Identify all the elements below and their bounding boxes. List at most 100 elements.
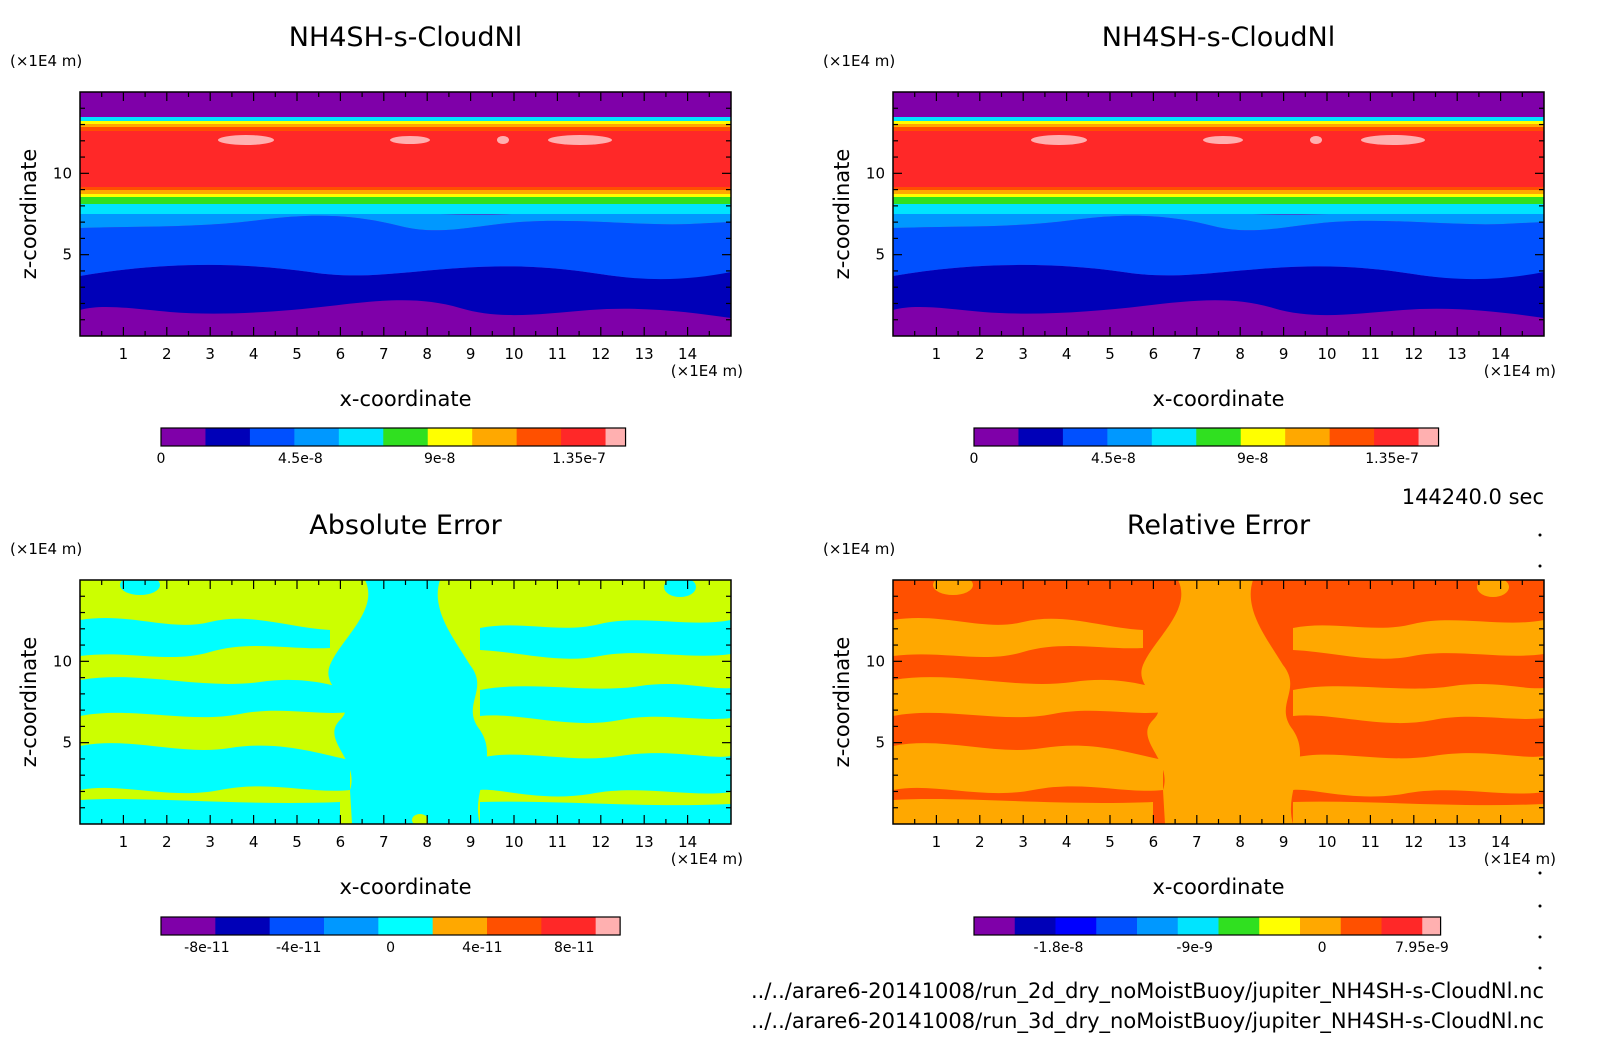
x-tick-label: 7 xyxy=(379,345,389,363)
colorbar-swatch xyxy=(1300,917,1342,935)
colorbar-swatch xyxy=(215,917,271,935)
colorbar-swatch xyxy=(432,917,488,935)
x-tick-label: 6 xyxy=(1149,833,1159,851)
colorbar-swatch xyxy=(1018,428,1064,446)
x-tick-label: 2 xyxy=(162,833,172,851)
colorbar-swatch xyxy=(1374,428,1420,446)
x-tick-label: 10 xyxy=(1317,345,1336,363)
y-tick-label: 5 xyxy=(875,246,885,264)
x-tick-label: 2 xyxy=(162,345,172,363)
x-tick-label: 12 xyxy=(1404,833,1423,851)
y-axis-label: z-coordinate xyxy=(17,637,41,768)
colorbar-swatch xyxy=(1014,917,1056,935)
margin-dot xyxy=(1538,966,1542,970)
x-tick-label: 8 xyxy=(422,833,432,851)
colorbar-tick-label: 0 xyxy=(386,940,395,956)
colorbar-tick-label: 9e-8 xyxy=(424,451,455,467)
x-tick-label: 13 xyxy=(1448,345,1467,363)
colorbar-swatch xyxy=(1055,917,1097,935)
colorbar-tick-label: 4.5e-8 xyxy=(1091,451,1136,467)
x-tick-label: 14 xyxy=(678,833,697,851)
colorbar-swatch xyxy=(1107,428,1153,446)
y-unit-label: (×1E4 m) xyxy=(10,52,82,70)
x-tick-label: 12 xyxy=(1404,345,1423,363)
colorbar-swatch xyxy=(1285,428,1331,446)
colorbar-swatch xyxy=(324,917,379,935)
y-tick-label: 10 xyxy=(53,164,72,182)
colorbar-swatch xyxy=(161,917,216,935)
colorbar-swatch xyxy=(269,917,325,935)
x-axis-label: x-coordinate xyxy=(339,387,471,411)
x-tick-label: 6 xyxy=(1149,345,1159,363)
colorbar-tick-label: 8e-11 xyxy=(554,940,594,956)
y-tick-label: 10 xyxy=(53,652,72,670)
x-tick-label: 3 xyxy=(1018,833,1028,851)
x-tick-label: 5 xyxy=(292,345,302,363)
colorbar-frame xyxy=(973,427,1440,447)
x-tick-label: 1 xyxy=(119,345,129,363)
x-tick-label: 7 xyxy=(379,833,389,851)
x-tick-label: 12 xyxy=(591,345,610,363)
x-tick-label: 13 xyxy=(635,345,654,363)
x-tick-label: 12 xyxy=(591,833,610,851)
colorbar-tick-label: 9e-8 xyxy=(1237,451,1268,467)
margin-dot xyxy=(1538,564,1542,568)
colorbar-swatch xyxy=(1137,917,1179,935)
colorbar-swatch xyxy=(1151,428,1197,446)
colorbar-swatch xyxy=(605,428,627,446)
x-unit-label: (×1E4 m) xyxy=(1484,850,1556,868)
x-tick-label: 10 xyxy=(504,833,523,851)
colorbar-swatch xyxy=(974,428,1019,446)
colorbar-swatch xyxy=(487,917,542,935)
colorbar-frame xyxy=(160,916,621,936)
colorbar-swatch xyxy=(1218,917,1260,935)
panel-bottom-left-field xyxy=(80,580,731,824)
x-tick-label: 10 xyxy=(1317,833,1336,851)
x-unit-label: (×1E4 m) xyxy=(1484,362,1556,380)
x-tick-label: 9 xyxy=(466,345,476,363)
x-tick-label: 14 xyxy=(678,345,697,363)
x-tick-label: 3 xyxy=(205,345,215,363)
x-tick-label: 1 xyxy=(932,345,942,363)
x-axis-label: x-coordinate xyxy=(1152,875,1284,899)
colorbar-swatch xyxy=(249,428,295,446)
colorbar-swatch xyxy=(516,428,562,446)
x-tick-label: 7 xyxy=(1192,345,1202,363)
y-tick-label: 5 xyxy=(62,734,72,752)
x-unit-label: (×1E4 m) xyxy=(671,850,743,868)
panel-bottom-right-field xyxy=(893,580,1544,824)
colorbar-swatch xyxy=(1177,917,1219,935)
margin-dot xyxy=(1538,533,1542,537)
colorbar-swatch xyxy=(1259,917,1301,935)
x-axis-label: x-coordinate xyxy=(1152,387,1284,411)
source-file-1: ../../arare6-20141008/run_2d_dry_noMoist… xyxy=(751,979,1544,1004)
x-tick-label: 5 xyxy=(1105,345,1115,363)
colorbar-swatch xyxy=(541,917,597,935)
colorbar-swatch xyxy=(1381,917,1423,935)
colorbar-swatch xyxy=(472,428,518,446)
colorbar-tick-label: 0 xyxy=(1318,940,1327,956)
y-axis-label: z-coordinate xyxy=(830,149,854,280)
x-tick-label: 6 xyxy=(336,345,346,363)
colorbar-swatch xyxy=(1340,917,1382,935)
x-tick-label: 4 xyxy=(249,345,259,363)
time-label: 144240.0 sec xyxy=(1402,485,1544,509)
colorbar-tick-label: -1.8e-8 xyxy=(1034,940,1084,956)
colorbar-swatch xyxy=(1096,917,1138,935)
panel-top-left-field xyxy=(80,92,731,336)
chart-title: NH4SH-s-CloudNl xyxy=(1102,22,1336,53)
x-tick-label: 4 xyxy=(1062,345,1072,363)
y-unit-label: (×1E4 m) xyxy=(10,540,82,558)
colorbar-swatch xyxy=(561,428,607,446)
colorbar-frame xyxy=(160,427,627,447)
x-tick-label: 11 xyxy=(548,833,567,851)
x-tick-label: 7 xyxy=(1192,833,1202,851)
chart-title: Absolute Error xyxy=(309,510,502,541)
x-tick-label: 6 xyxy=(336,833,346,851)
colorbar-tick-label: 7.95e-9 xyxy=(1395,940,1449,956)
colorbar-swatch xyxy=(1422,917,1442,935)
panel-top-right-field xyxy=(893,92,1544,336)
colorbar-swatch xyxy=(205,428,251,446)
colorbar-swatch xyxy=(161,428,206,446)
